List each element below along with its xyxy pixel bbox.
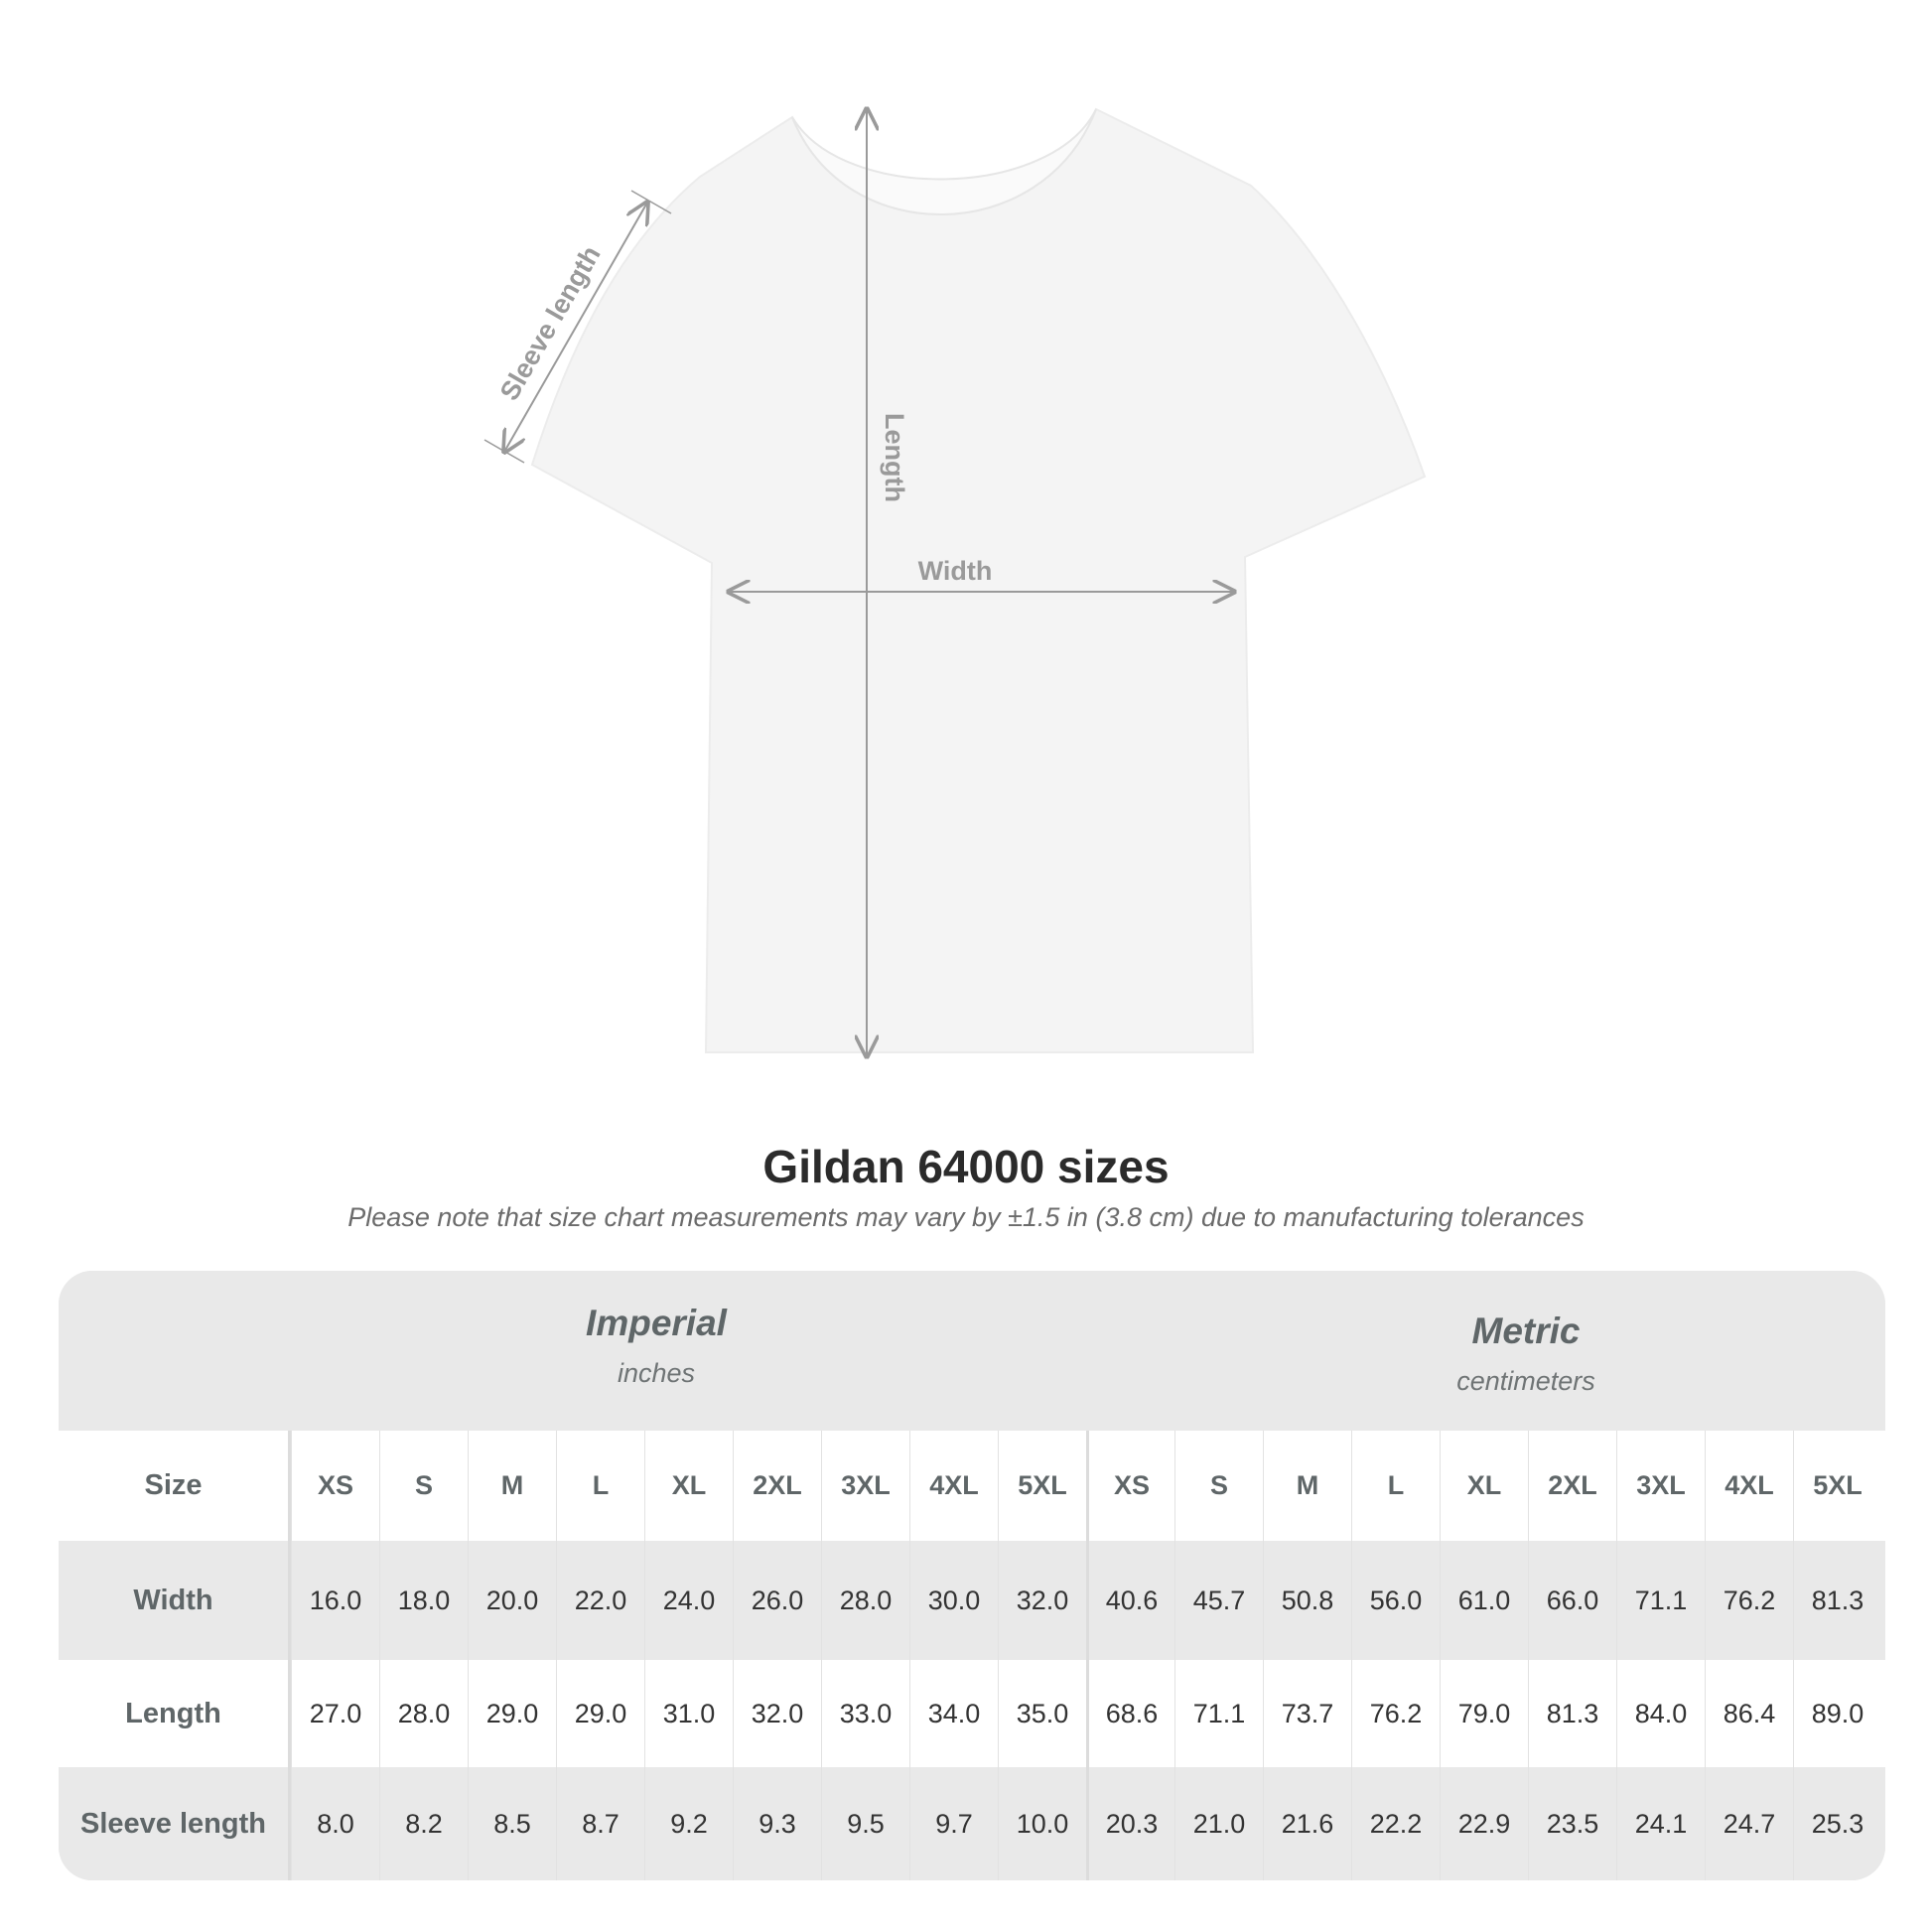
- size-header-metric: XL: [1440, 1431, 1528, 1541]
- value-cell-metric: 24.1: [1616, 1767, 1705, 1880]
- tshirt-diagram: Width Length Sleeve length: [483, 0, 1427, 1092]
- value-cell-imperial: 24.0: [644, 1541, 733, 1660]
- value-cell-imperial: 32.0: [733, 1660, 821, 1767]
- value-cell-imperial: 26.0: [733, 1541, 821, 1660]
- value-cell-imperial: 22.0: [556, 1541, 644, 1660]
- value-cell-imperial: 31.0: [644, 1660, 733, 1767]
- size-header-imperial: XS: [291, 1431, 379, 1541]
- value-cell-metric: 24.7: [1705, 1767, 1793, 1880]
- unit-header-band: Imperial inches Metric centimeters: [59, 1271, 1885, 1431]
- value-cell-metric: 40.6: [1086, 1541, 1174, 1660]
- size-header-imperial: S: [379, 1431, 468, 1541]
- value-cell-metric: 45.7: [1174, 1541, 1263, 1660]
- value-cell-metric: 23.5: [1528, 1767, 1616, 1880]
- value-cell-metric: 66.0: [1528, 1541, 1616, 1660]
- value-cell-metric: 81.3: [1793, 1541, 1881, 1660]
- imperial-unit: inches: [617, 1358, 696, 1388]
- value-cell-imperial: 9.3: [733, 1767, 821, 1880]
- sleeve-arrow: [504, 203, 647, 452]
- value-cell-imperial: 9.2: [644, 1767, 733, 1880]
- size-header-imperial: M: [468, 1431, 556, 1541]
- value-cell-metric: 21.6: [1263, 1767, 1351, 1880]
- value-cell-imperial: 20.0: [468, 1541, 556, 1660]
- size-header-metric: S: [1174, 1431, 1263, 1541]
- value-cell-metric: 22.2: [1351, 1767, 1440, 1880]
- value-cell-imperial: 32.0: [998, 1541, 1086, 1660]
- value-cell-metric: 89.0: [1793, 1660, 1881, 1767]
- imperial-header: Imperial inches: [309, 1303, 1004, 1389]
- sleeve-tick-top: [630, 190, 672, 214]
- size-header-metric: 5XL: [1793, 1431, 1881, 1541]
- value-cell-metric: 61.0: [1440, 1541, 1528, 1660]
- row-label: Length: [59, 1660, 291, 1767]
- table-row: Sleeve length 8.0 8.2 8.5 8.7 9.2 9.3 9.5 9.7 10.…: [59, 1767, 1885, 1880]
- row-label: Width: [59, 1541, 291, 1660]
- metric-unit: centimeters: [1456, 1366, 1595, 1396]
- value-cell-imperial: 18.0: [379, 1541, 468, 1660]
- value-cell-metric: 71.1: [1174, 1660, 1263, 1767]
- value-cell-imperial: 16.0: [291, 1541, 379, 1660]
- value-cell-imperial: 8.7: [556, 1767, 644, 1880]
- value-cell-metric: 76.2: [1351, 1660, 1440, 1767]
- size-header-metric: 4XL: [1705, 1431, 1793, 1541]
- value-cell-imperial: 30.0: [909, 1541, 998, 1660]
- value-cell-metric: 21.0: [1174, 1767, 1263, 1880]
- metric-header: Metric centimeters: [1178, 1311, 1873, 1397]
- table-row: Length 27.0 28.0 29.0 29.0 31.0 32.0 33.0 34.0 35…: [59, 1660, 1885, 1767]
- value-cell-imperial: 9.5: [821, 1767, 909, 1880]
- value-cell-metric: 73.7: [1263, 1660, 1351, 1767]
- row-label: Sleeve length: [59, 1767, 291, 1880]
- page-title: Gildan 64000 sizes: [762, 1141, 1170, 1192]
- size-header-imperial: 5XL: [998, 1431, 1086, 1541]
- value-cell-imperial: 29.0: [468, 1660, 556, 1767]
- value-cell-metric: 25.3: [1793, 1767, 1881, 1880]
- size-header-metric: L: [1351, 1431, 1440, 1541]
- value-cell-metric: 22.9: [1440, 1767, 1528, 1880]
- value-cell-imperial: 9.7: [909, 1767, 998, 1880]
- value-cell-imperial: 29.0: [556, 1660, 644, 1767]
- size-header-imperial: 2XL: [733, 1431, 821, 1541]
- value-cell-metric: 20.3: [1086, 1767, 1174, 1880]
- value-cell-imperial: 28.0: [379, 1660, 468, 1767]
- value-cell-imperial: 8.5: [468, 1767, 556, 1880]
- size-table: Imperial inches Metric centimeters Size X…: [59, 1271, 1885, 1880]
- imperial-title: Imperial: [586, 1303, 727, 1343]
- value-cell-metric: 79.0: [1440, 1660, 1528, 1767]
- value-cell-imperial: 10.0: [998, 1767, 1086, 1880]
- tolerance-note: Please note that size chart measurements…: [347, 1202, 1585, 1232]
- size-header-metric: M: [1263, 1431, 1351, 1541]
- size-header-metric: XS: [1086, 1431, 1174, 1541]
- size-header-metric: 3XL: [1616, 1431, 1705, 1541]
- value-cell-imperial: 34.0: [909, 1660, 998, 1767]
- value-cell-imperial: 8.0: [291, 1767, 379, 1880]
- size-header-imperial: L: [556, 1431, 644, 1541]
- value-cell-metric: 71.1: [1616, 1541, 1705, 1660]
- value-cell-imperial: 33.0: [821, 1660, 909, 1767]
- size-header-imperial: 4XL: [909, 1431, 998, 1541]
- value-cell-imperial: 28.0: [821, 1541, 909, 1660]
- value-cell-imperial: 8.2: [379, 1767, 468, 1880]
- value-cell-metric: 56.0: [1351, 1541, 1440, 1660]
- value-cell-metric: 84.0: [1616, 1660, 1705, 1767]
- value-cell-imperial: 27.0: [291, 1660, 379, 1767]
- metric-title: Metric: [1471, 1311, 1581, 1351]
- length-label: Length: [880, 413, 909, 502]
- value-cell-metric: 81.3: [1528, 1660, 1616, 1767]
- table-row: Width 16.0 18.0 20.0 22.0 24.0 26.0 28.0 30.0 32.…: [59, 1541, 1885, 1660]
- width-label: Width: [918, 556, 993, 586]
- sleeve-tick-bottom: [483, 439, 525, 464]
- value-cell-metric: 68.6: [1086, 1660, 1174, 1767]
- value-cell-metric: 50.8: [1263, 1541, 1351, 1660]
- size-header-metric: 2XL: [1528, 1431, 1616, 1541]
- value-cell-imperial: 35.0: [998, 1660, 1086, 1767]
- size-header-imperial: 3XL: [821, 1431, 909, 1541]
- row-label: Size: [59, 1431, 291, 1541]
- size-header-row: Size XS S M L XL 2XL 3XL 4XL 5XL XS S M L XL 2XL 3XL 4XL 5…: [59, 1431, 1885, 1541]
- size-header-imperial: XL: [644, 1431, 733, 1541]
- value-cell-metric: 76.2: [1705, 1541, 1793, 1660]
- value-cell-metric: 86.4: [1705, 1660, 1793, 1767]
